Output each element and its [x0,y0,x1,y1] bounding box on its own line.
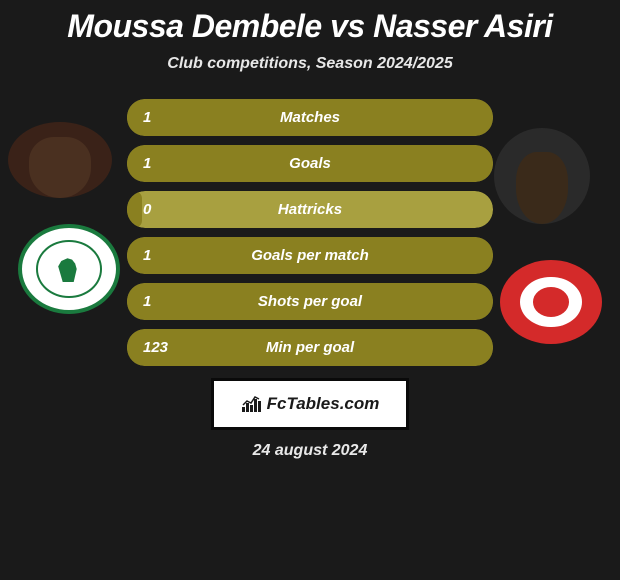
stat-label: Shots per goal [127,293,493,310]
stat-row: 123 Min per goal [127,329,493,366]
stat-label: Min per goal [127,339,493,356]
stat-row: 1 Shots per goal [127,283,493,320]
player-silhouette-icon [29,137,91,198]
footer-date: 24 august 2024 [0,442,620,460]
footer-brand-badge: FcTables.com [211,378,409,430]
stat-row: 1 Goals per match [127,237,493,274]
stat-label: Hattricks [127,201,493,218]
stat-row: 1 Goals [127,145,493,182]
club-left-badge [18,224,120,314]
ball-icon [533,287,570,317]
horse-icon [54,256,85,283]
club-right-badge [500,260,602,344]
stat-label: Goals [127,155,493,172]
stat-label: Matches [127,109,493,126]
footer-brand-text: FcTables.com [267,394,380,414]
stats-list: 1 Matches 1 Goals 0 Hattricks 1 Goals pe… [127,99,493,366]
stat-row: 1 Matches [127,99,493,136]
stat-row: 0 Hattricks [127,191,493,228]
comparison-title: Moussa Dembele vs Nasser Asiri [0,0,620,45]
subtitle: Club competitions, Season 2024/2025 [0,55,620,73]
stat-label: Goals per match [127,247,493,264]
alwehda-logo-icon [520,277,581,327]
player-left-avatar [8,122,112,198]
player-silhouette-icon [516,152,569,224]
chart-icon [241,395,263,413]
player-right-avatar [494,128,590,224]
ettifaq-logo-icon [36,240,102,297]
